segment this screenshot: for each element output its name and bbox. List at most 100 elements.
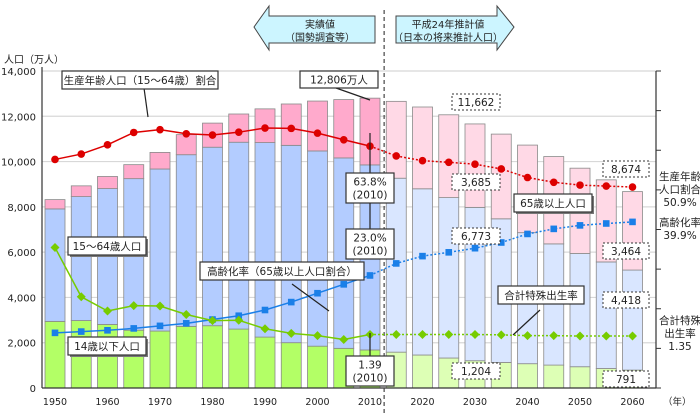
x-tick-label: 2040	[515, 397, 539, 408]
bar-segment	[149, 152, 171, 170]
data-point	[366, 272, 374, 279]
bar-segment	[70, 196, 92, 321]
y-tick-label: 6,000	[7, 248, 36, 259]
bar-segment	[307, 150, 328, 347]
data-point	[181, 309, 191, 319]
data-point	[261, 306, 269, 314]
bar-segment	[569, 366, 591, 389]
bar-segment	[307, 100, 328, 152]
box-text: 11,662	[458, 97, 495, 109]
box-text: 63.8%	[353, 177, 386, 189]
box-text: 高齢化率（65歳以上人口割合）	[207, 265, 357, 278]
box	[497, 285, 585, 305]
bar-segment	[202, 146, 223, 327]
box	[345, 355, 395, 387]
y-tick-label: 12,000	[1, 112, 36, 123]
data-point	[576, 222, 584, 229]
data-point	[418, 156, 427, 165]
y-tick-label: 2,000	[7, 339, 36, 350]
right-label-working-age: 50.9%	[663, 197, 696, 209]
y-tick-label: 0	[30, 384, 36, 395]
data-point	[340, 281, 348, 288]
data-point	[444, 158, 453, 167]
data-point	[261, 124, 269, 132]
y-tick-label: 14,000	[1, 67, 36, 78]
box-text: 15〜64歳人口	[73, 241, 142, 253]
label-total-2030: 11,662	[451, 93, 501, 111]
box	[345, 228, 395, 260]
label-1564-2030: 6,773	[451, 227, 501, 245]
label-total-2010: 12,806万人	[299, 70, 379, 89]
bar-segment	[175, 325, 197, 389]
series-line-projection	[369, 145, 633, 188]
right-label-aging: 高齢化率	[659, 216, 700, 229]
box	[451, 93, 501, 111]
data-point	[235, 312, 243, 320]
data-point	[629, 218, 636, 226]
data-point	[182, 320, 190, 327]
annotations: 実績値（国勢調査等） 平成24年推計値（日本の将来推計人口） 生産年齢人口（15〜6…	[61, 4, 700, 388]
data-point	[182, 129, 191, 138]
data-point	[287, 298, 295, 306]
data-point	[444, 329, 454, 339]
data-point	[51, 155, 59, 164]
right-label-tfr: 1.35	[668, 341, 691, 353]
leader-line	[335, 87, 371, 101]
data-point	[392, 260, 400, 267]
axes: 0 2,000 4,000 6,000 8,000 10,000 12,000 14,000人…	[1, 10, 692, 414]
data-point	[286, 328, 296, 338]
x-tick-label: 2050	[568, 397, 592, 408]
x-tick-label: 1950	[43, 397, 67, 408]
bar-segment	[543, 364, 565, 389]
bar-segment	[412, 106, 433, 190]
data-point	[445, 249, 453, 256]
data-point	[260, 324, 270, 334]
projection-arrow	[395, 4, 515, 52]
data-point	[103, 306, 112, 316]
box	[602, 160, 650, 178]
right-label-tfr: 合計特殊	[659, 314, 700, 327]
label-65-pop: 65歳以上人口	[513, 193, 594, 214]
data-point	[576, 181, 584, 189]
y-tick-label: 4,000	[7, 293, 36, 304]
bar-segment	[228, 113, 250, 143]
box	[602, 291, 650, 309]
data-point	[77, 150, 86, 158]
box	[199, 261, 365, 281]
data-point	[497, 165, 506, 173]
data-point	[497, 239, 505, 246]
right-label-working-age: 生産年齢	[659, 170, 700, 183]
data-point	[418, 329, 427, 339]
data-point	[129, 301, 139, 311]
data-point	[208, 316, 217, 326]
data-point	[470, 329, 480, 339]
box-text: (2010)	[353, 373, 388, 385]
box	[451, 227, 501, 245]
data-point	[628, 183, 637, 191]
bar-segment	[280, 342, 302, 389]
data-point	[156, 125, 164, 134]
bar-segment	[202, 325, 223, 389]
data-point	[313, 331, 322, 341]
label-total-2060: 8,674	[602, 160, 650, 178]
data-point	[104, 327, 111, 334]
label-1564-2060: 4,418	[602, 291, 650, 309]
data-point	[208, 131, 217, 139]
box-text: 4,418	[611, 295, 641, 307]
label-tfr: 合計特殊出生率	[497, 285, 585, 305]
bar-segment	[254, 336, 276, 389]
data-point	[471, 160, 479, 168]
bar-segment	[123, 164, 145, 180]
x-tick-label: 2020	[410, 397, 434, 408]
data-point	[51, 329, 59, 337]
data-point	[313, 129, 322, 137]
box-text: 生産年齢人口（15〜64歳）割合	[64, 74, 217, 87]
box-text: 合計特殊出生率	[504, 289, 578, 302]
actual-arrow-text: 実績値	[305, 18, 335, 31]
x-axis-unit: （年）	[663, 396, 692, 408]
box-text: 1,204	[461, 366, 491, 378]
box-text: 3,685	[461, 177, 491, 189]
data-point	[155, 301, 165, 311]
data-point	[602, 182, 611, 190]
